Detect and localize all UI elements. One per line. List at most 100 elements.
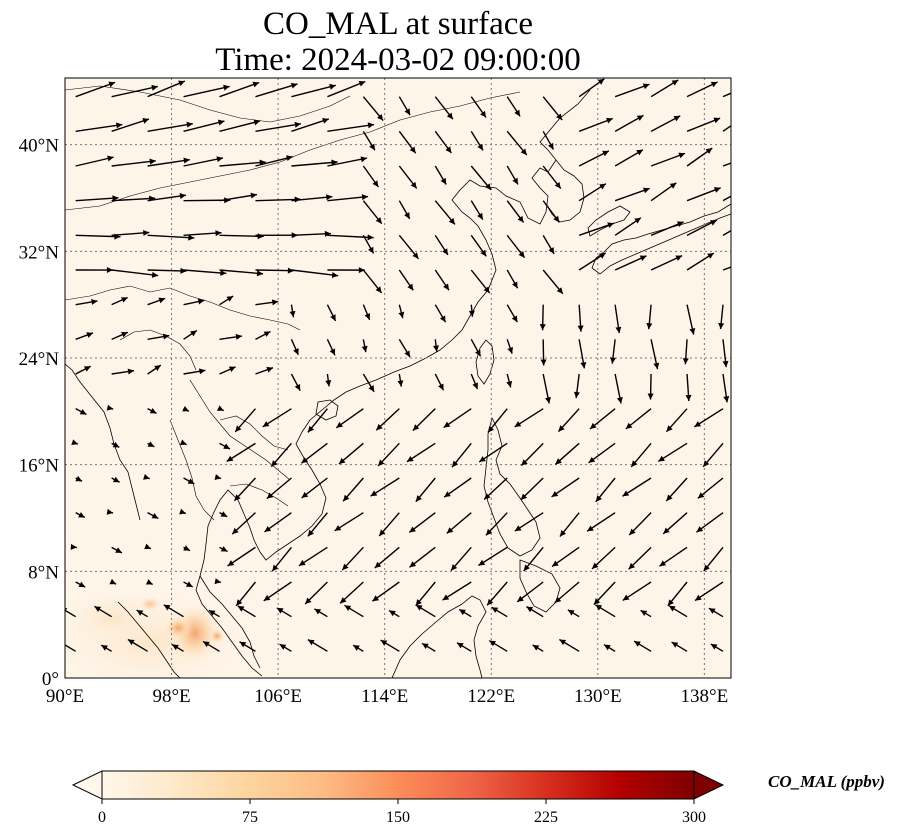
wind-arrow	[147, 193, 187, 202]
wind-arrow	[147, 333, 170, 341]
wind-arrow	[456, 642, 472, 652]
wind-arrow	[458, 608, 472, 618]
wind-arrow	[326, 339, 336, 356]
wind-arrow	[662, 512, 688, 535]
wind-arrow	[276, 607, 292, 618]
wind-arrow	[470, 130, 484, 151]
wind-vectors	[65, 78, 731, 652]
wind-arrow	[111, 158, 156, 167]
wind-arrow	[147, 297, 166, 306]
wind-arrow	[182, 405, 190, 412]
lon-tick-label: 130°E	[574, 686, 622, 707]
wind-arrow	[667, 581, 688, 607]
wind-arrow	[219, 511, 228, 518]
colorbar-ticks: 0 75 150 225 300	[98, 799, 706, 826]
wind-arrow	[614, 255, 647, 271]
wind-arrow	[327, 234, 374, 241]
wind-arrow	[219, 546, 228, 553]
wind-arrow	[147, 234, 195, 241]
wind-arrow	[370, 477, 400, 497]
wind-arrow	[291, 117, 330, 132]
lon-tick-label: 90°E	[46, 686, 84, 707]
wind-arrow	[668, 605, 688, 618]
wind-arrow	[263, 581, 292, 602]
wind-arrow	[255, 121, 302, 133]
wind-arrow	[219, 119, 261, 133]
wind-arrow	[398, 200, 411, 220]
wind-arrow	[578, 150, 610, 167]
wind-arrow	[75, 195, 119, 202]
wind-arrow	[710, 643, 724, 652]
wind-arrow	[262, 408, 292, 428]
wind-arrow	[147, 512, 159, 520]
colorbar-label: CO_MAL (ppbv)	[768, 772, 885, 791]
wind-arrow	[722, 229, 731, 236]
national-border	[229, 483, 289, 507]
wind-arrow	[650, 182, 677, 202]
wind-arrow	[183, 119, 225, 133]
wind-arrow	[434, 96, 454, 120]
wind-arrow	[722, 124, 731, 132]
wind-arrow	[470, 200, 484, 220]
co-hotspot	[164, 616, 192, 640]
wind-arrow	[344, 604, 364, 618]
wind-arrow	[327, 122, 375, 133]
national-border	[169, 419, 215, 521]
wind-arrow	[271, 546, 292, 572]
map-title-line2: Time: 2024-03-02 09:00:00	[215, 42, 581, 78]
wind-arrow	[434, 165, 447, 185]
wind-arrow	[578, 339, 587, 369]
wind-arrow	[361, 339, 368, 353]
wind-arrow	[451, 442, 472, 468]
wind-arrow	[628, 546, 652, 570]
wind-arrow	[339, 581, 364, 604]
co-hotspot	[138, 596, 162, 612]
wind-arrow	[70, 543, 77, 550]
wind-arrow	[409, 546, 436, 568]
wind-arrow	[291, 194, 333, 202]
wind-arrow	[650, 115, 681, 132]
wind-arrow	[446, 512, 472, 534]
wind-arrow	[478, 546, 508, 567]
lat-tick-label: 0°	[42, 669, 59, 690]
wind-arrow	[111, 441, 120, 448]
wind-arrow	[614, 373, 623, 404]
wind-arrow	[591, 546, 616, 570]
wind-arrow	[219, 333, 243, 341]
wind-arrow	[595, 604, 616, 618]
wind-arrow	[686, 147, 713, 167]
wind-arrow	[686, 187, 721, 202]
wind-arrow	[470, 338, 482, 357]
wind-arrow	[443, 408, 472, 429]
wind-arrow	[289, 304, 296, 318]
wind-arrow	[559, 512, 580, 537]
co-hotspot	[209, 628, 225, 644]
wind-arrow	[127, 638, 148, 652]
wind-arrow	[147, 407, 157, 415]
wind-arrow	[214, 578, 222, 585]
wind-arrow	[443, 477, 472, 498]
map-frame	[64, 77, 732, 679]
wind-arrow	[398, 338, 411, 358]
wind-arrow	[398, 130, 417, 154]
wind-arrow	[433, 339, 440, 352]
wind-arrow	[514, 408, 544, 428]
wind-arrow	[75, 299, 98, 306]
wind-arrow	[219, 366, 236, 375]
wind-arrow	[506, 339, 514, 354]
wind-arrow	[71, 439, 79, 446]
wind-arrow	[75, 332, 94, 340]
wind-arrow	[647, 373, 654, 400]
wind-arrow	[434, 373, 445, 391]
wind-arrow	[75, 512, 86, 519]
national-border	[65, 85, 351, 123]
wind-arrow	[214, 474, 222, 480]
wind-arrow	[415, 477, 436, 503]
wind-arrow	[226, 442, 256, 463]
wind-arrow	[75, 581, 86, 588]
wind-arrow	[559, 638, 580, 652]
wind-arrow	[111, 84, 159, 98]
wind-arrow	[722, 373, 730, 403]
wind-arrow	[106, 508, 114, 515]
wind-arrow	[183, 230, 222, 237]
